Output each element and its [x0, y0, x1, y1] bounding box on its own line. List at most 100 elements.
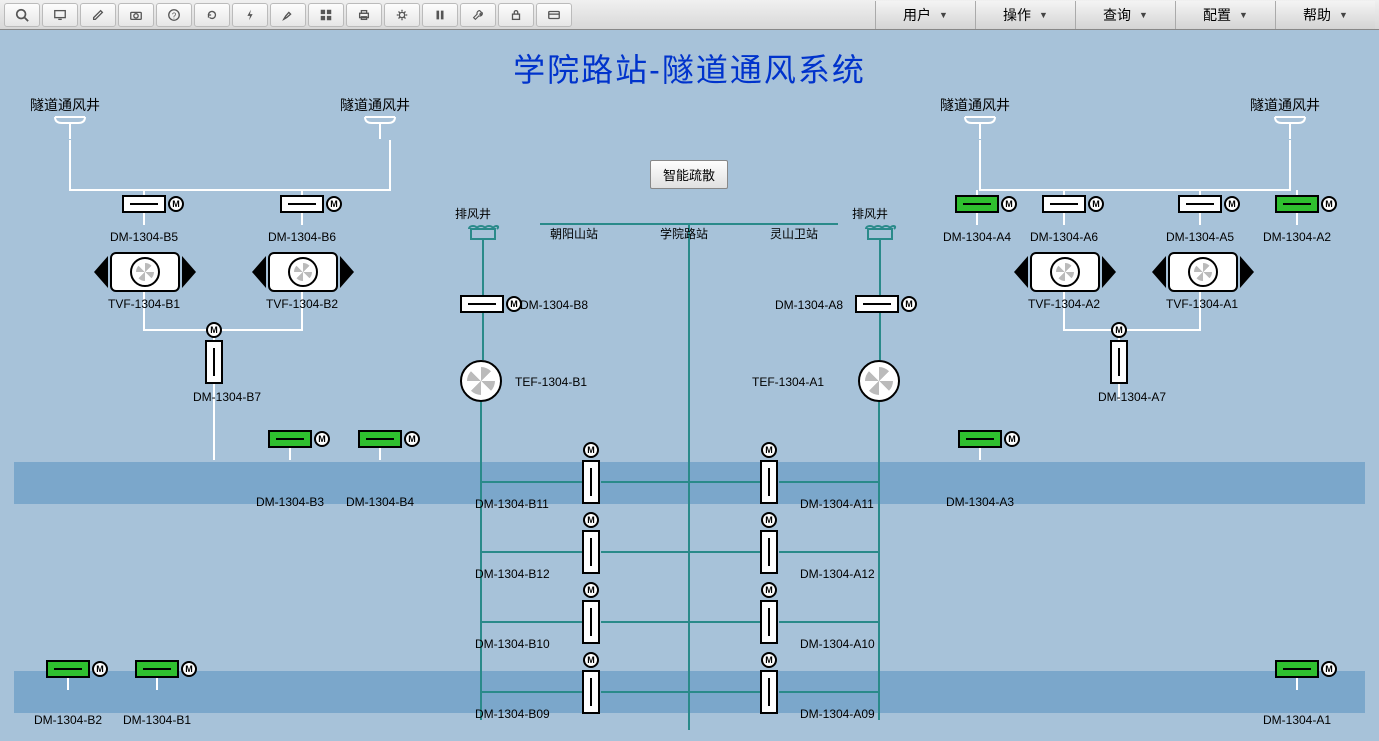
menu-操作[interactable]: 操作▼ [975, 1, 1075, 29]
damper-DM-1304-B11[interactable]: M [582, 460, 600, 504]
damper-label: DM-1304-A1 [1263, 713, 1331, 727]
damper-DM-1304-B5[interactable]: M [122, 195, 166, 213]
damper-label: DM-1304-B10 [475, 637, 550, 651]
shaft-icon [960, 115, 1000, 139]
fan-TEF-1304-B1[interactable] [460, 360, 502, 402]
toolbar: ? 用户▼操作▼查询▼配置▼帮助▼ [0, 0, 1379, 30]
damper-label: DM-1304-B11 [475, 497, 549, 511]
damper-DM-1304-A2[interactable]: M [1275, 195, 1319, 213]
menu-帮助[interactable]: 帮助▼ [1275, 1, 1375, 29]
damper-label: DM-1304-A8 [775, 298, 843, 312]
damper-label: DM-1304-A7 [1098, 390, 1166, 404]
fan-label: TVF-1304-A2 [1028, 297, 1100, 311]
fan-TVF-1304-A2[interactable] [1020, 252, 1110, 292]
shaft-label: 隧道通风井 [1250, 95, 1320, 115]
damper-label: DM-1304-A2 [1263, 230, 1331, 244]
damper-DM-1304-A8[interactable]: M [855, 295, 899, 313]
tool-icons: ? [4, 3, 572, 27]
damper-label: DM-1304-A4 [943, 230, 1011, 244]
damper-DM-1304-A09[interactable]: M [760, 670, 778, 714]
fan-TEF-1304-A1[interactable] [858, 360, 900, 402]
shaft-label: 隧道通风井 [30, 95, 100, 115]
damper-DM-1304-A3[interactable]: M [958, 430, 1002, 448]
exhaust-label: 排风井 [852, 205, 888, 222]
damper-DM-1304-A6[interactable]: M [1042, 195, 1086, 213]
diagram-canvas: 智能疏散 朝阳山站 学院路站 灵山卫站 隧道通风井隧道通风井隧道通风井隧道通风井… [0, 30, 1379, 741]
damper-DM-1304-B09[interactable]: M [582, 670, 600, 714]
damper-label: DM-1304-B4 [346, 495, 414, 509]
brush-icon[interactable] [270, 3, 306, 27]
fan-TVF-1304-B2[interactable] [258, 252, 348, 292]
motor-icon: M [1001, 196, 1017, 212]
damper-DM-1304-B6[interactable]: M [280, 195, 324, 213]
exhaust-icon [465, 225, 501, 253]
damper-label: DM-1304-B3 [256, 495, 324, 509]
damper-DM-1304-B3[interactable]: M [268, 430, 312, 448]
damper-DM-1304-A4[interactable]: M [955, 195, 999, 213]
shaft-label: 隧道通风井 [340, 95, 410, 115]
menu-查询[interactable]: 查询▼ [1075, 1, 1175, 29]
damper-DM-1304-A11[interactable]: M [760, 460, 778, 504]
motor-icon: M [1321, 661, 1337, 677]
damper-DM-1304-A10[interactable]: M [760, 600, 778, 644]
shaft-icon [360, 115, 400, 139]
damper-DM-1304-A7[interactable]: M [1110, 340, 1128, 384]
fan-TVF-1304-A1[interactable] [1158, 252, 1248, 292]
lock-icon[interactable] [498, 3, 534, 27]
shaft-icon [50, 115, 90, 139]
damper-label: DM-1304-B7 [193, 390, 261, 404]
print-icon[interactable] [346, 3, 382, 27]
motor-icon: M [1111, 322, 1127, 338]
motor-icon: M [761, 652, 777, 668]
menu-配置[interactable]: 配置▼ [1175, 1, 1275, 29]
damper-DM-1304-B8[interactable]: M [460, 295, 504, 313]
search-icon[interactable] [4, 3, 40, 27]
damper-label: DM-1304-B6 [268, 230, 336, 244]
damper-DM-1304-A1[interactable]: M [1275, 660, 1319, 678]
menu-bar: 用户▼操作▼查询▼配置▼帮助▼ [875, 1, 1375, 29]
damper-label: DM-1304-A3 [946, 495, 1014, 509]
damper-DM-1304-B2[interactable]: M [46, 660, 90, 678]
tools-icon[interactable] [384, 3, 420, 27]
motor-icon: M [583, 512, 599, 528]
damper-label: DM-1304-A5 [1166, 230, 1234, 244]
fan-TVF-1304-B1[interactable] [100, 252, 190, 292]
menu-用户[interactable]: 用户▼ [875, 1, 975, 29]
motor-icon: M [92, 661, 108, 677]
motor-icon: M [761, 442, 777, 458]
damper-label: DM-1304-B09 [475, 707, 550, 721]
motor-icon: M [901, 296, 917, 312]
damper-label: DM-1304-A10 [800, 637, 875, 651]
damper-DM-1304-A5[interactable]: M [1178, 195, 1222, 213]
damper-DM-1304-B4[interactable]: M [358, 430, 402, 448]
card-icon[interactable] [536, 3, 572, 27]
refresh-icon[interactable] [194, 3, 230, 27]
damper-DM-1304-B7[interactable]: M [205, 340, 223, 384]
damper-label: DM-1304-A09 [800, 707, 875, 721]
damper-DM-1304-B12[interactable]: M [582, 530, 600, 574]
motor-icon: M [404, 431, 420, 447]
motor-icon: M [583, 582, 599, 598]
fan-label: TVF-1304-A1 [1166, 297, 1238, 311]
damper-label: DM-1304-B1 [123, 713, 191, 727]
flash-icon[interactable] [232, 3, 268, 27]
damper-DM-1304-B1[interactable]: M [135, 660, 179, 678]
help-icon[interactable]: ? [156, 3, 192, 27]
damper-label: DM-1304-B5 [110, 230, 178, 244]
camera-icon[interactable] [118, 3, 154, 27]
motor-icon: M [206, 322, 222, 338]
evac-button[interactable]: 智能疏散 [650, 160, 728, 189]
edit-icon[interactable] [80, 3, 116, 27]
motor-icon: M [1004, 431, 1020, 447]
wrench-icon[interactable] [460, 3, 496, 27]
motor-icon: M [1088, 196, 1104, 212]
damper-DM-1304-B10[interactable]: M [582, 600, 600, 644]
display-icon[interactable] [42, 3, 78, 27]
motor-icon: M [1224, 196, 1240, 212]
damper-DM-1304-A12[interactable]: M [760, 530, 778, 574]
shaft-icon [1270, 115, 1310, 139]
damper-label: DM-1304-A11 [800, 497, 874, 511]
grid-icon[interactable] [308, 3, 344, 27]
pause-icon[interactable] [422, 3, 458, 27]
svg-text:?: ? [172, 11, 177, 20]
